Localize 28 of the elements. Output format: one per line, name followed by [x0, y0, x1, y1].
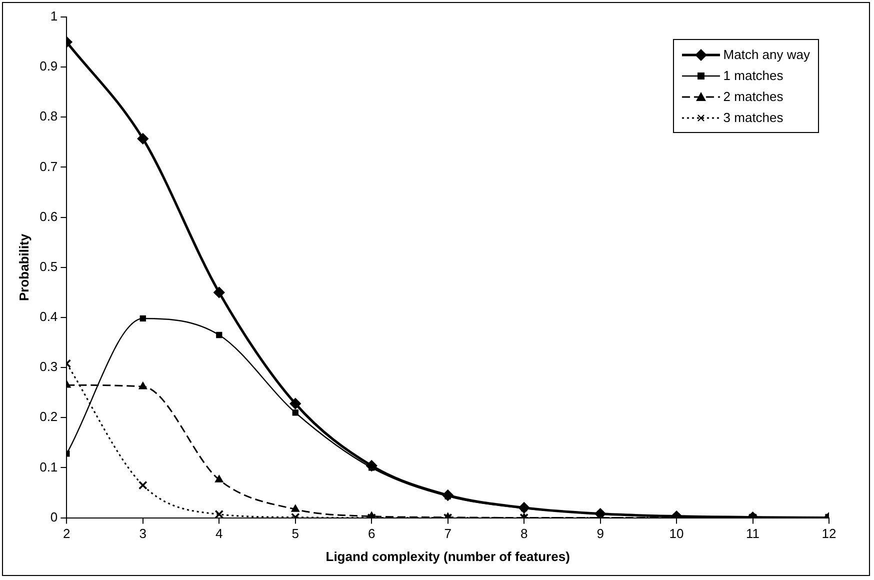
y-tick-label: 0.5 [40, 258, 58, 274]
legend-label: Match any way [723, 47, 810, 62]
legend-label: 1 matches [723, 68, 784, 83]
x-tick-label: 7 [444, 526, 452, 542]
x-tick-label: 9 [596, 526, 604, 542]
y-axis-title: Probability [16, 233, 32, 301]
y-tick-label: 0 [50, 509, 58, 524]
y-tick-label: 0.8 [40, 108, 58, 124]
y-tick-label: 0.7 [40, 158, 58, 174]
y-tick-label: 0.6 [40, 208, 58, 224]
x-tick-label: 5 [292, 526, 299, 542]
x-tick-label: 3 [139, 526, 147, 542]
y-tick-label: 0.3 [40, 359, 58, 374]
y-tick-label: 0.1 [40, 459, 58, 474]
y-tick-label: 1 [50, 8, 58, 24]
x-tick-label: 8 [520, 526, 528, 542]
x-tick-label: 11 [746, 526, 760, 542]
x-tick-label: 12 [822, 526, 836, 542]
x-tick-label: 2 [63, 526, 70, 542]
x-tick-label: 6 [368, 526, 376, 542]
x-tick-label: 10 [669, 526, 684, 542]
x-tick-label: 4 [216, 526, 223, 542]
y-tick-label: 0.4 [40, 309, 58, 324]
x-axis-title: Ligand complexity (number of features) [326, 548, 570, 564]
legend-label: 2 matches [723, 89, 784, 104]
y-tick-label: 0.9 [40, 58, 58, 74]
y-tick-label: 0.2 [40, 409, 58, 424]
legend-label: 3 matches [723, 110, 784, 125]
